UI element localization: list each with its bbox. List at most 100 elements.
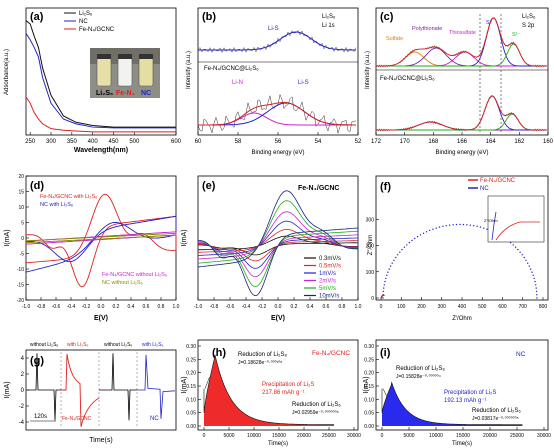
panel-h: (h) Fe-N₄/GCNC I(mA) Time(s) 0 5000 10000 1… <box>181 339 361 447</box>
current-trace <box>203 354 334 425</box>
nc-point <box>530 268 532 270</box>
ytick-label: 0.20 <box>364 371 374 377</box>
panel-a: (a) Adsorbance(a.u.) Wavelength(nm) 250 3… <box>4 7 182 154</box>
nc-point <box>476 225 478 227</box>
nc-point <box>528 265 530 267</box>
nc-point <box>386 274 388 276</box>
nc-point <box>401 248 403 251</box>
series-line <box>25 96 176 133</box>
b-top-fit <box>198 31 356 51</box>
xtick-label: -1.0 <box>22 304 31 310</box>
xtick-label: -0.6 <box>226 304 235 310</box>
legend-label-fen4: Fe-N₄/GCNC <box>79 27 115 33</box>
legend-f-fen4: Fe-N₄/GCNC <box>480 178 516 184</box>
panel-i-ylabel: I(mA) <box>363 376 370 393</box>
panel-e-letter: (e) <box>202 180 216 192</box>
xtick-label: 800 <box>539 304 548 310</box>
xtick-label: 166 <box>457 139 468 145</box>
i-ann-precip: Precipitation of Li₂S <box>444 390 496 396</box>
area-fill <box>204 354 334 426</box>
xtick-label: 56 <box>275 139 282 145</box>
xtick-label: 30000 <box>347 433 361 439</box>
nc-point <box>411 239 413 242</box>
ytick-label: 100 <box>366 270 375 276</box>
ytick-label: 0.15 <box>186 384 196 390</box>
legend-e-label: 2mV/s <box>319 279 336 285</box>
vial-fen4 <box>117 57 133 87</box>
panel-h-frame <box>197 339 359 431</box>
ytick-label: 2 <box>21 372 25 378</box>
nc-point <box>422 232 425 234</box>
h-ann-precip: Precipitation of Li₂S <box>262 382 314 388</box>
ytick-label: 15 <box>18 190 24 196</box>
xtick-label: 20000 <box>483 433 497 439</box>
nc-point <box>535 287 537 289</box>
segment-with-2: with Li₂S₆ <box>142 342 163 348</box>
xtick-label: 52 <box>355 139 362 145</box>
xtick-label: 30000 <box>537 433 551 439</box>
vial-nc <box>138 57 154 87</box>
inset-fen4-curve <box>495 221 540 241</box>
i-ann-reduction-s8: Reduction of Li₂S₈ <box>396 366 445 372</box>
c-bottom-raw <box>375 94 548 132</box>
area-fill <box>382 382 523 426</box>
ytick-label: 0.00 <box>364 424 374 430</box>
ytick-label: -5 <box>20 252 25 258</box>
panel-g-ylabel: I(mA) <box>4 381 11 398</box>
panel-e-curves <box>197 190 359 297</box>
nc-point <box>388 268 390 270</box>
panel-a-letter: (a) <box>30 11 44 23</box>
panel-f-letter: (f) <box>380 181 391 193</box>
xtick-label: -0.8 <box>210 304 219 310</box>
inset-ylabel: Z″/Ohm <box>484 218 498 223</box>
xtick-label: -0.6 <box>52 304 61 310</box>
panel-i-frame <box>375 339 549 431</box>
panel-e-xlabel: E(V) <box>271 315 285 322</box>
panel-f-ticks: 0 100 200 300 400 500 600 700 800 0 100 200 300 <box>366 217 548 310</box>
current-trace <box>381 381 523 425</box>
xtick-label: 162 <box>514 139 525 145</box>
nc-point <box>397 254 399 256</box>
legend-e-label: 0.5mV/s <box>319 264 341 270</box>
nc-point <box>383 287 385 289</box>
legend-d-fen4-without: Fe-N₄/GCNC without Li₂S₆ <box>102 272 167 278</box>
nc-point <box>521 254 523 256</box>
ytick-label: 0.05 <box>364 411 374 417</box>
nc-point <box>383 284 385 286</box>
nc-point <box>535 290 538 293</box>
panel-c-xticks: 172 170 168 166 164 162 160 <box>371 132 554 145</box>
panel-c-peak-s1: S¹⁻ <box>512 32 521 38</box>
panel-d-ylabel: I(mA) <box>4 229 11 246</box>
xtick-label: 60 <box>195 139 202 145</box>
g-curve-with-fen4 <box>61 353 100 427</box>
nc-point <box>448 224 451 226</box>
nc-point <box>382 297 384 299</box>
panel-e-title: Fe-N₄/GCNC <box>298 185 339 192</box>
inset-label-li2s6: Li₂S₆ <box>96 90 113 97</box>
panel-e-xticks: -1.0 -0.8 -0.6 -0.4 -0.2 0.0 0.2 0.4 0.6 0.8 1.0 <box>194 297 362 310</box>
ytick-label: 0.05 <box>186 411 196 417</box>
c-bottom-component-0 <box>376 121 547 131</box>
xtick-label: 400 <box>458 304 467 310</box>
xtick-label: 168 <box>428 139 439 145</box>
xtick-label: -0.2 <box>82 304 91 310</box>
panel-a-series <box>25 20 176 133</box>
ytick-label: 0.30 <box>186 344 196 350</box>
xtick-label: -0.4 <box>67 304 76 310</box>
xtick-label: 1.0 <box>173 304 180 310</box>
ytick-label: -4 <box>19 420 25 426</box>
segment-without-2: without Li₂S₆ <box>104 342 132 348</box>
panel-d-xlabel: E(V) <box>94 315 108 322</box>
panel-b-curves <box>197 29 357 134</box>
xtick-label: 172 <box>371 139 382 145</box>
ytick-label: 0.30 <box>364 344 374 350</box>
d-curve-nc-with <box>25 215 177 273</box>
panel-a-xlabel: Wavelength(nm) <box>74 147 128 154</box>
d-curve-nc-without <box>25 232 177 244</box>
nc-point <box>395 256 397 259</box>
xtick-label: 0.2 <box>291 304 298 310</box>
panel-b-peak-lis-top: Li-S <box>268 26 279 32</box>
nc-point <box>382 290 384 293</box>
xtick-label: -0.2 <box>258 304 267 310</box>
